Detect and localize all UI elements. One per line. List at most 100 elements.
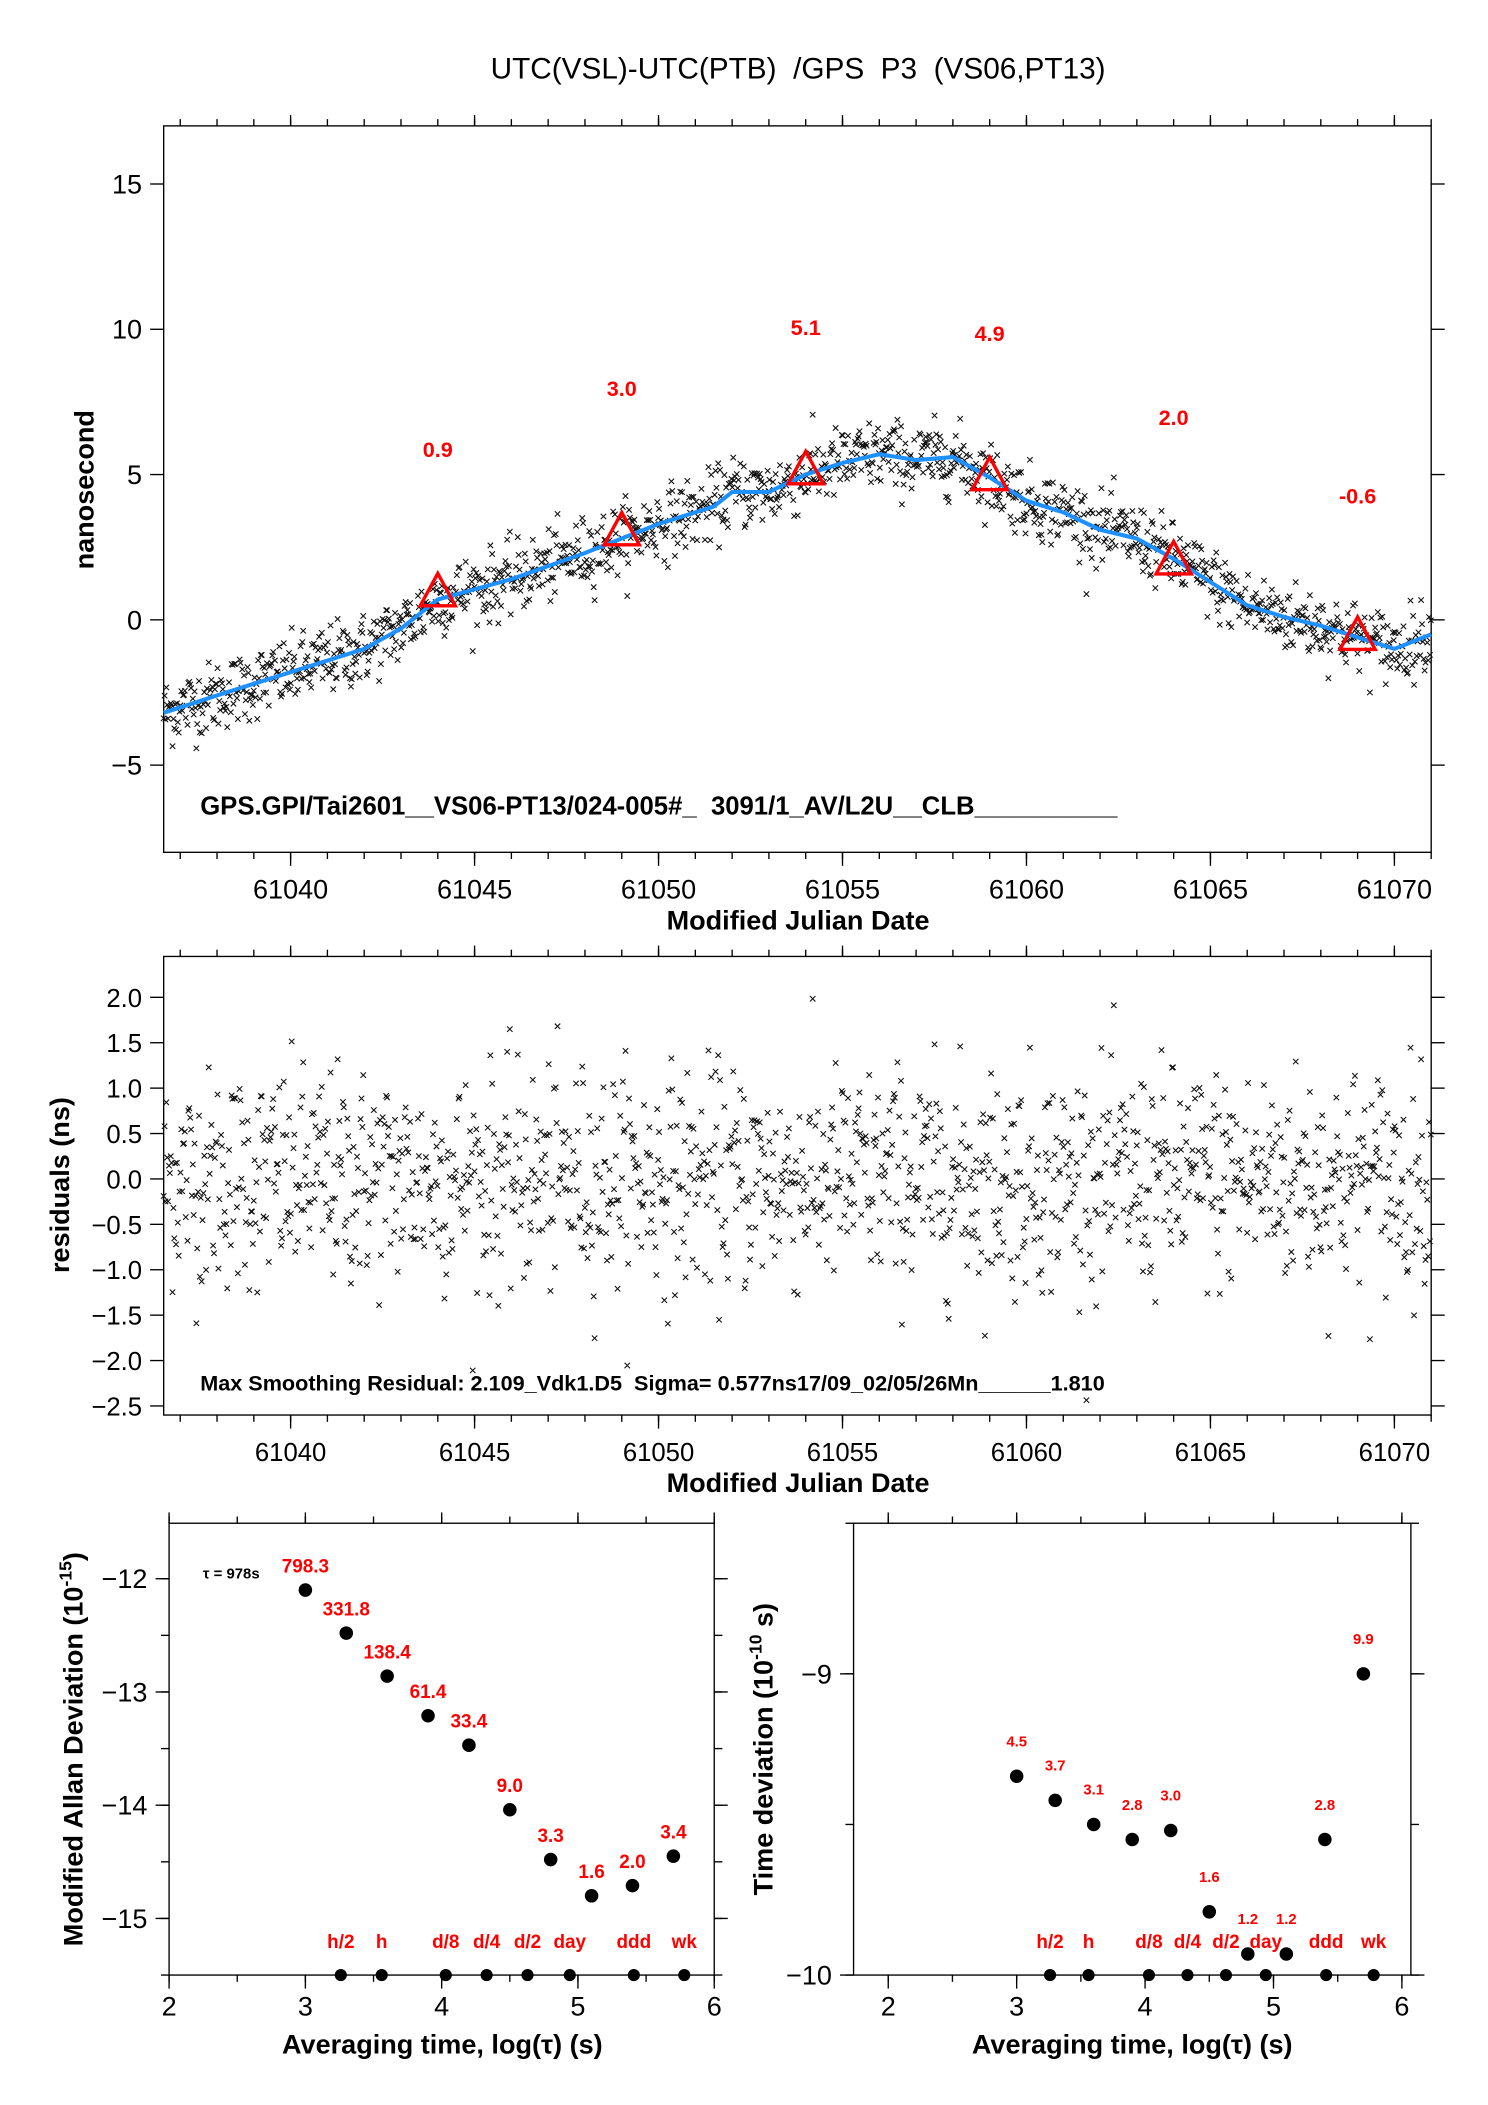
residual-point	[1365, 1205, 1372, 1212]
data-point	[250, 687, 257, 694]
residual-point	[458, 1205, 465, 1212]
data-point	[436, 612, 443, 619]
residual-point	[399, 1226, 407, 1233]
data-point	[300, 627, 307, 634]
residual-point	[585, 1221, 592, 1228]
residual-point	[1375, 1173, 1382, 1180]
data-point	[319, 675, 326, 682]
residual-point	[1279, 1212, 1286, 1219]
residual-point	[1191, 1086, 1198, 1093]
data-point	[942, 493, 950, 500]
data-point	[1155, 536, 1162, 543]
residual-point	[814, 1175, 821, 1182]
residual-point	[946, 1225, 953, 1232]
residual-point	[953, 1186, 960, 1193]
data-point	[919, 469, 927, 476]
y-tick-label: −12	[102, 1564, 148, 1594]
data-point	[360, 612, 367, 620]
data-point	[692, 517, 699, 524]
residual-point	[1217, 1195, 1224, 1202]
data-point	[1410, 612, 1417, 619]
data-point	[1040, 509, 1048, 516]
residual-point	[497, 1250, 505, 1257]
data-point	[1151, 534, 1158, 541]
residual-point	[961, 1166, 968, 1173]
residual-point	[1070, 1189, 1077, 1197]
y-tick-label: 0	[127, 605, 142, 635]
residual-point	[1245, 1199, 1253, 1206]
residual-point	[773, 1211, 780, 1219]
tdev-y-label-exp: -10	[746, 1634, 766, 1660]
residual-point	[502, 1114, 509, 1121]
residual-point	[301, 1172, 309, 1179]
data-point	[877, 477, 884, 484]
data-point	[1390, 637, 1397, 644]
residual-point	[719, 1243, 726, 1251]
data-point	[994, 452, 1001, 459]
residual-point	[596, 1174, 603, 1181]
residual-point	[667, 1123, 674, 1130]
data-point	[769, 478, 777, 486]
residual-point	[1206, 1172, 1213, 1179]
residual-point	[1094, 1211, 1102, 1218]
residual-point	[428, 1183, 435, 1190]
residual-point	[1010, 1192, 1017, 1200]
residual-point	[1243, 1191, 1250, 1199]
deviation-point	[584, 1889, 599, 1903]
data-point	[716, 466, 724, 474]
data-point	[580, 519, 587, 527]
residual-point	[1402, 1219, 1409, 1226]
top-panel-offset-plot: 61040 61045 61050 61055 61060 61065 61070−5051…	[111, 115, 1445, 904]
deviation-point	[1163, 1823, 1178, 1838]
data-point	[840, 440, 847, 448]
deviation-value-label: 3.1	[1083, 1783, 1104, 1799]
data-point	[669, 487, 676, 495]
residual-point	[217, 1131, 225, 1138]
tdev-y-label-end: s)	[748, 1603, 778, 1635]
y-tick-label: 1.0	[106, 1076, 142, 1104]
residual-point	[763, 1195, 770, 1202]
residual-point	[499, 1185, 506, 1193]
data-point	[587, 563, 594, 570]
data-point	[1064, 499, 1071, 506]
residual-point	[799, 1173, 807, 1180]
residual-point	[695, 1166, 702, 1173]
data-point	[326, 669, 333, 677]
residual-point	[632, 1164, 639, 1172]
residual-point	[699, 1150, 706, 1157]
data-point	[759, 516, 766, 523]
residual-point	[748, 1117, 755, 1124]
data-point	[701, 536, 709, 543]
y-tick-label: 10	[112, 315, 142, 345]
residual-point	[932, 1133, 939, 1140]
residual-point	[403, 1145, 410, 1152]
data-point	[922, 433, 929, 440]
residual-point	[390, 1153, 397, 1161]
residual-point	[186, 1105, 193, 1112]
deviation-point	[421, 1708, 435, 1723]
data-point	[722, 507, 729, 514]
residual-point	[343, 1216, 350, 1223]
residual-point	[1384, 1110, 1391, 1117]
residual-point	[1154, 1174, 1162, 1182]
residual-point	[992, 1222, 999, 1229]
residual-point	[1377, 1091, 1384, 1098]
data-point	[665, 489, 672, 496]
residual-point	[1233, 1120, 1240, 1128]
residual-point	[448, 1237, 455, 1244]
residual-point	[782, 1167, 789, 1174]
data-point	[1216, 621, 1223, 628]
residual-point	[1423, 1179, 1430, 1186]
residual-point	[1083, 1397, 1090, 1404]
data-point	[527, 585, 535, 592]
data-point	[1306, 592, 1313, 599]
residual-point	[1345, 1152, 1352, 1159]
residual-point	[998, 1252, 1005, 1259]
residual-point	[346, 1253, 354, 1260]
residual-point	[940, 1207, 947, 1214]
residual-point	[391, 1228, 398, 1235]
residual-point	[547, 1287, 554, 1295]
residual-point	[1209, 1204, 1216, 1211]
residual-point	[835, 1147, 842, 1154]
data-point	[771, 510, 778, 517]
